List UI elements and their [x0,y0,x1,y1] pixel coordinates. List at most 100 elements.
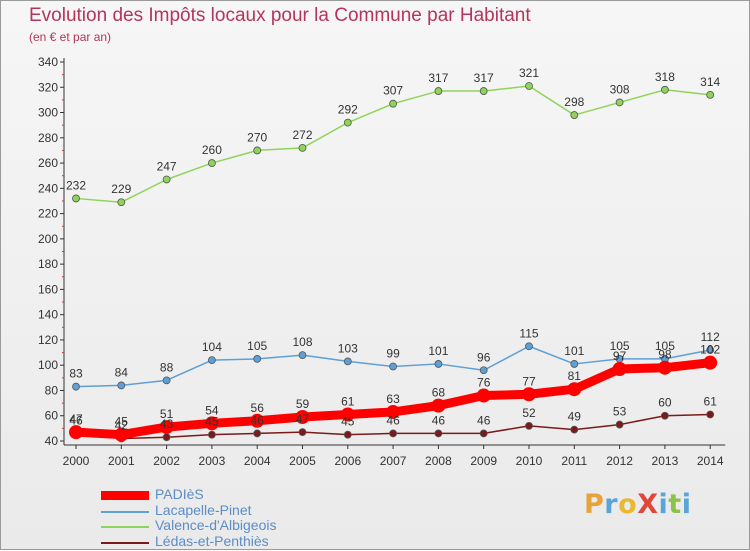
legend-label: Lacapelle-Pinet [155,502,252,518]
data-label: 51 [160,407,174,421]
y-tick-label: 180 [38,257,58,271]
data-point [657,360,672,375]
data-point [434,429,443,438]
data-point [479,366,488,375]
data-point [340,407,355,422]
data-point [386,404,401,419]
data-point [479,87,488,95]
data-point [298,144,307,152]
data-point [525,342,533,351]
data-label: 63 [386,392,400,406]
x-tick-label: 2003 [199,454,226,468]
data-point [117,198,126,207]
data-point [389,99,398,108]
legend-label: PADIèS [155,486,204,502]
legend-label: Valence-d'Albigeois [155,517,277,533]
data-point [661,411,669,420]
data-point [706,90,715,99]
legend-swatch [101,526,149,528]
data-point [343,118,352,127]
data-point [661,85,669,94]
data-label: 47 [296,412,310,426]
y-tick-label: 140 [38,308,58,322]
data-label: 77 [522,374,536,388]
data-label: 42 [115,418,129,432]
data-label: 270 [247,130,267,144]
x-tick-label: 2006 [334,454,361,468]
data-point [343,357,352,366]
data-label: 321 [519,66,539,80]
data-label: 46 [69,413,83,427]
chart-subtitle: (en € et par an) [29,30,112,44]
data-point [253,354,262,363]
proxiti-logo: ProXiti [584,489,692,520]
data-point [615,98,624,107]
x-tick-label: 2000 [63,454,90,468]
y-tick-label: 340 [38,55,58,69]
x-tick-label: 2009 [470,454,497,468]
data-label: 260 [202,143,222,157]
data-label: 46 [477,413,491,427]
data-label: 46 [251,413,265,427]
data-label: 308 [610,82,630,96]
data-point [525,421,533,430]
y-tick-label: 120 [38,333,58,347]
data-point [72,382,80,391]
data-label: 247 [157,159,177,173]
data-point [703,355,718,370]
x-tick-label: 2002 [153,454,180,468]
data-point [706,346,715,354]
data-label: 97 [613,349,627,363]
y-tick-label: 160 [38,282,58,296]
data-label: 317 [474,71,494,85]
data-point [567,382,582,397]
data-label: 98 [658,348,672,362]
data-point [570,111,579,119]
data-label: 318 [655,70,675,84]
data-label: 52 [522,406,536,420]
data-label: 68 [432,386,446,400]
data-label: 46 [386,413,400,427]
data-point [250,413,265,428]
data-label: 76 [477,376,491,390]
data-point [253,146,262,155]
data-point [295,409,310,424]
data-point [253,429,262,438]
data-label: 105 [610,339,630,353]
data-label: 84 [115,365,129,379]
x-tick-label: 2013 [652,454,679,468]
data-label: 298 [564,95,584,109]
y-tick-label: 40 [45,434,59,448]
data-point [570,360,579,368]
legend-swatch [101,491,149,500]
data-point [72,194,80,203]
y-tick-label: 200 [38,232,58,246]
data-point [162,175,171,184]
data-label: 272 [292,128,312,142]
data-point [204,416,219,431]
data-label: 105 [247,339,267,353]
x-tick-label: 2004 [244,454,271,468]
data-label: 229 [111,182,131,196]
data-label: 81 [568,369,582,383]
x-tick-label: 2007 [380,454,407,468]
data-label: 317 [428,71,448,85]
data-label: 45 [115,415,129,429]
y-tick-label: 60 [45,409,59,423]
data-point [431,398,446,413]
data-label: 88 [160,360,174,374]
data-label: 292 [338,103,358,117]
y-tick-label: 80 [45,383,59,397]
data-label: 108 [292,335,312,349]
data-point [207,430,216,439]
data-point [615,420,624,429]
data-point [69,425,83,440]
data-label: 61 [704,394,718,408]
data-label: 54 [205,403,219,417]
data-point [114,427,129,442]
y-tick-label: 320 [38,80,58,94]
data-point [162,376,171,385]
data-label: 101 [428,344,448,358]
